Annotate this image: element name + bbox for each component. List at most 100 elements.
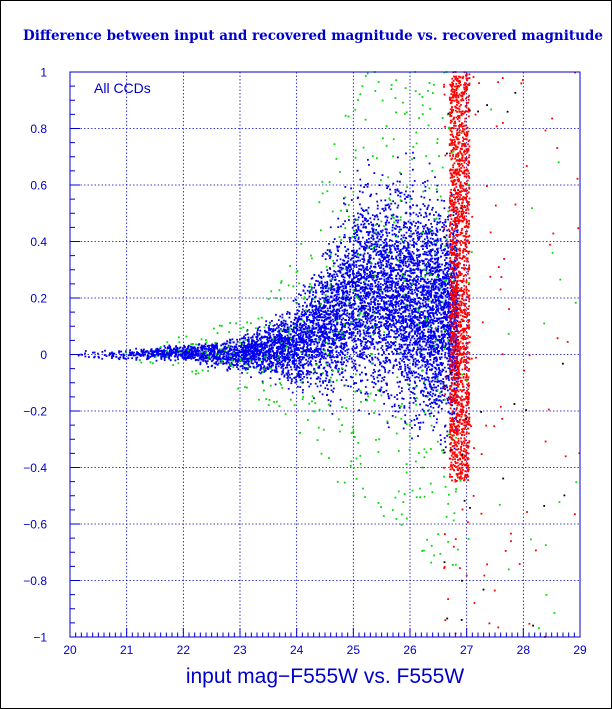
data-point [248, 344, 250, 346]
data-point [423, 355, 426, 358]
data-point [379, 212, 382, 215]
data-point [422, 225, 424, 228]
data-point [240, 343, 243, 346]
data-point [210, 344, 213, 347]
data-point [325, 317, 328, 320]
data-point [420, 294, 423, 296]
data-point [361, 209, 364, 211]
data-point [411, 427, 413, 429]
data-point [329, 356, 332, 359]
data-point [395, 318, 397, 321]
data-point [354, 286, 357, 289]
data-point [443, 328, 446, 330]
data-point [271, 342, 274, 345]
data-point [337, 270, 340, 273]
data-point [365, 218, 367, 220]
data-point [288, 352, 291, 355]
data-point [194, 351, 197, 353]
data-point [236, 363, 238, 365]
data-point [301, 391, 304, 394]
data-point [424, 242, 427, 244]
data-point [256, 347, 259, 349]
data-point [203, 357, 206, 360]
data-point [419, 337, 421, 340]
data-point [427, 303, 429, 306]
data-point [424, 230, 427, 233]
data-point [455, 333, 457, 336]
data-point [430, 344, 433, 347]
data-point [389, 284, 391, 286]
data-point [427, 239, 430, 242]
data-point [403, 247, 405, 249]
data-point [339, 266, 341, 269]
data-point [438, 399, 441, 401]
data-point [410, 222, 413, 225]
data-point [374, 250, 376, 252]
data-point [320, 307, 323, 309]
data-point [295, 367, 298, 370]
data-point [241, 365, 244, 368]
data-point [399, 261, 401, 264]
data-point [376, 376, 379, 379]
data-point [349, 237, 352, 239]
data-point [434, 257, 436, 260]
data-point [236, 340, 239, 343]
data-point [329, 350, 332, 353]
data-point [356, 289, 359, 292]
data-point [434, 239, 437, 242]
data-point [320, 280, 323, 283]
data-point [318, 281, 321, 284]
data-point [346, 330, 348, 332]
data-point [357, 259, 359, 262]
data-point [393, 309, 396, 312]
data-point [382, 284, 384, 286]
data-point [343, 384, 346, 387]
data-point [282, 370, 284, 372]
data-point [447, 246, 450, 249]
data-point [234, 351, 236, 354]
data-point [345, 379, 348, 381]
data-point [430, 352, 433, 355]
data-point [158, 348, 160, 351]
data-point [272, 330, 275, 333]
data-point [270, 353, 272, 356]
data-point [369, 335, 372, 337]
data-point [383, 258, 386, 260]
data-point [269, 329, 272, 332]
data-point [373, 218, 376, 221]
data-point [420, 298, 422, 300]
data-point [430, 255, 433, 257]
data-point [185, 356, 187, 359]
outlier-point [200, 338, 203, 341]
data-point [449, 373, 452, 376]
data-point [367, 206, 370, 209]
data-point [371, 214, 374, 217]
data-point [194, 353, 197, 355]
data-point [367, 233, 370, 236]
data-point [296, 321, 298, 324]
data-point [346, 351, 349, 354]
data-point [397, 190, 400, 193]
data-point [423, 357, 426, 360]
data-point [402, 264, 405, 267]
data-point [136, 356, 139, 359]
data-point [277, 360, 280, 362]
data-point [421, 364, 424, 367]
data-point [363, 290, 366, 293]
data-point [386, 272, 389, 275]
data-point [411, 356, 414, 359]
data-point [371, 311, 374, 314]
data-point [418, 262, 420, 265]
data-point [411, 256, 414, 259]
data-point [353, 277, 355, 280]
data-point [359, 340, 362, 342]
data-point [378, 233, 381, 236]
data-point [210, 360, 213, 363]
data-point [329, 313, 332, 315]
data-point [382, 253, 385, 256]
data-point [318, 341, 320, 344]
data-point [422, 357, 425, 360]
data-point [237, 355, 240, 358]
data-point [338, 333, 340, 336]
data-point [427, 254, 429, 256]
